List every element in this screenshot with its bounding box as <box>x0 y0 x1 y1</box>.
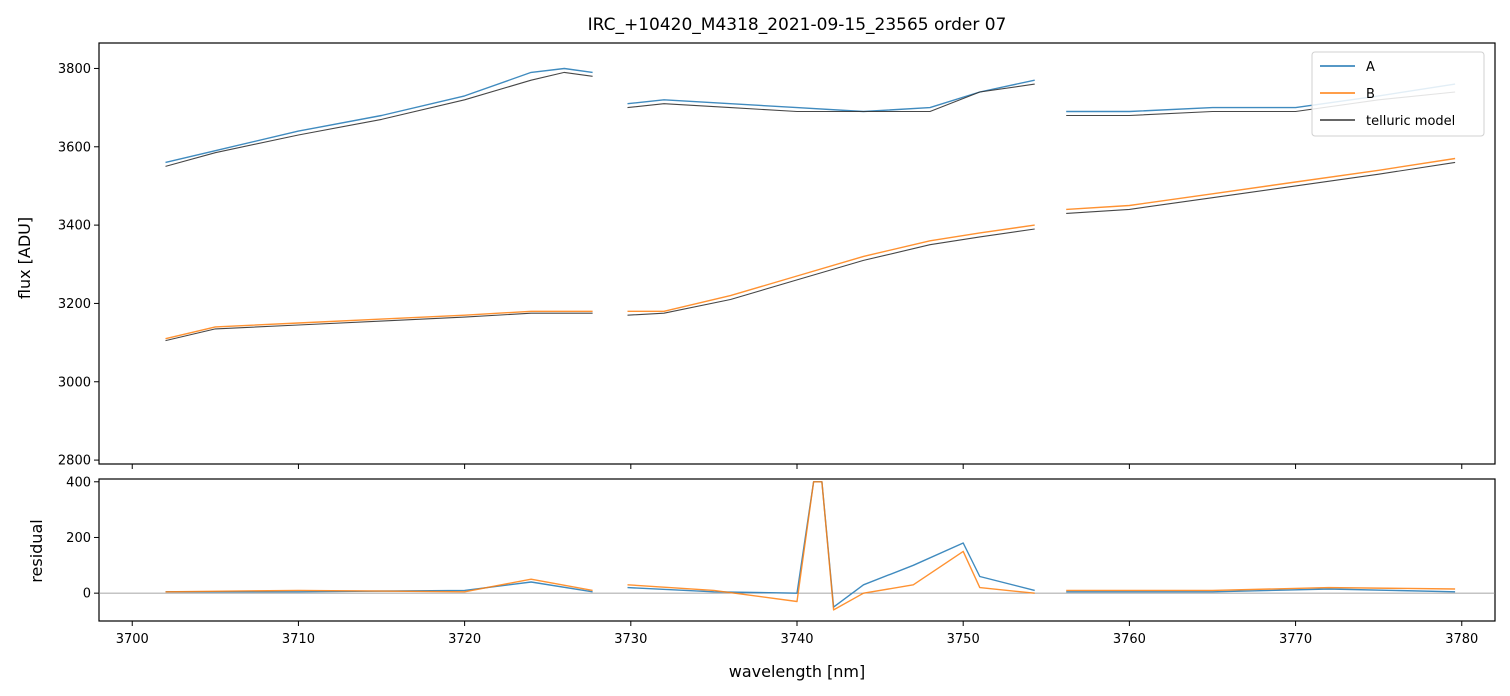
flux-series-b-seg-1 <box>627 224 1035 312</box>
flux-ylabel: flux [ADU] <box>15 217 34 299</box>
residual-x-ticks: 3700 3710 3720 3730 3740 3750 3760 3770 3780 <box>116 621 1478 647</box>
flux-x-ticks <box>131 464 1463 469</box>
legend-label-model: telluric model <box>1366 114 1455 129</box>
residual-panel: 0 200 400 3700 3710 3720 3730 3740 3750 3760 3770… <box>27 475 1496 647</box>
xtick-label: 3720 <box>448 632 481 647</box>
flux-panel: 2800 3000 3200 3400 3600 3800 flux [ADU] <box>15 42 1496 469</box>
legend-label-a: A <box>1366 60 1375 75</box>
residual-data-layer <box>99 481 1495 611</box>
flux-ytick-label: 2800 <box>58 454 91 469</box>
xtick-label: 3780 <box>1445 632 1478 647</box>
flux-series-a-seg-1 <box>627 79 1035 113</box>
residual-series-b-seg-2 <box>1066 586 1456 592</box>
flux-series-telluric-model-seg-5 <box>1066 161 1456 214</box>
xtick-label: 3770 <box>1279 632 1312 647</box>
flux-ytick-label: 3800 <box>58 62 91 77</box>
flux-y-ticks: 2800 3000 3200 3400 3600 3800 <box>58 62 99 469</box>
flux-series-telluric-model-seg-3 <box>165 312 593 342</box>
flux-series-a-seg-0 <box>165 67 593 164</box>
legend-label-b: B <box>1366 87 1375 102</box>
flux-series-telluric-model-seg-1 <box>627 83 1035 113</box>
xtick-label: 3750 <box>947 632 980 647</box>
x-axis-label: wavelength [nm] <box>729 662 866 681</box>
flux-series-b-seg-2 <box>1066 157 1456 211</box>
residual-y-ticks: 0 200 400 <box>66 475 99 602</box>
flux-series-telluric-model-seg-4 <box>627 228 1035 316</box>
legend-box <box>1311 51 1485 137</box>
xtick-label: 3740 <box>780 632 813 647</box>
residual-ytick-label: 200 <box>66 531 91 546</box>
chart-title: IRC_+10420_M4318_2021-09-15_23565 order … <box>588 15 1007 35</box>
xtick-label: 3730 <box>614 632 647 647</box>
xtick-label: 3700 <box>116 632 149 647</box>
legend: A B telluric model <box>1311 51 1485 137</box>
flux-ytick-label: 3200 <box>58 297 91 312</box>
residual-ytick-label: 0 <box>83 587 91 602</box>
flux-plot-frame <box>98 42 1496 465</box>
flux-ytick-label: 3400 <box>58 219 91 234</box>
xtick-label: 3710 <box>282 632 315 647</box>
xtick-label: 3760 <box>1113 632 1146 647</box>
flux-ytick-label: 3600 <box>58 140 91 155</box>
residual-series-a-seg-2 <box>1066 588 1456 593</box>
flux-ytick-label: 3000 <box>58 375 91 390</box>
residual-series-a-seg-0 <box>165 581 593 593</box>
flux-series-telluric-model-seg-0 <box>165 71 593 167</box>
flux-data-layer <box>165 67 1456 342</box>
residual-ylabel: residual <box>27 519 46 582</box>
flux-series-b-seg-0 <box>165 310 593 340</box>
residual-ytick-label: 400 <box>66 475 91 490</box>
residual-series-b-seg-0 <box>165 578 593 593</box>
residual-series-b-seg-1 <box>627 481 1035 611</box>
